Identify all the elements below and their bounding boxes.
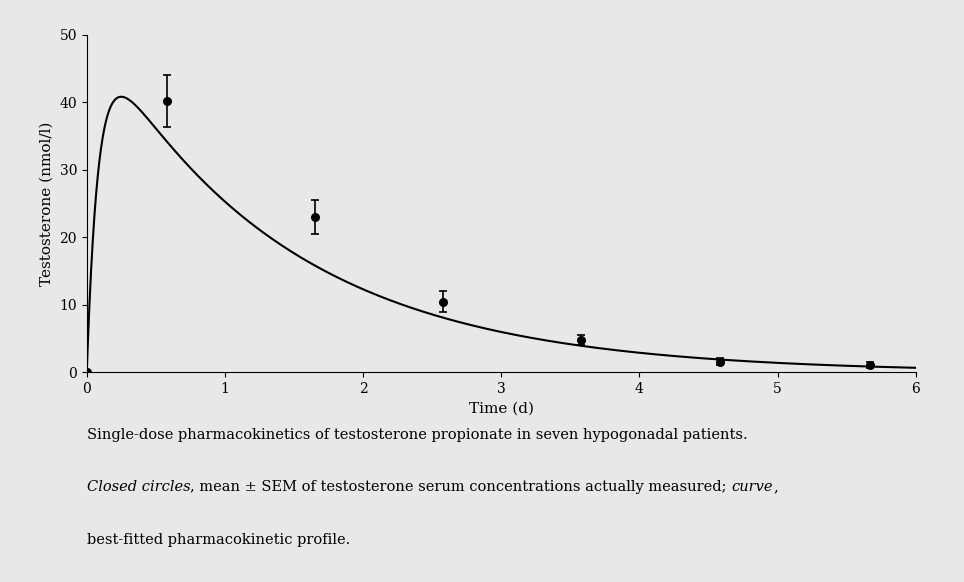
Text: curve: curve — [732, 480, 773, 494]
Text: ,: , — [773, 480, 778, 494]
Text: Single-dose pharmacokinetics of testosterone propionate in seven hypogonadal pat: Single-dose pharmacokinetics of testoste… — [87, 428, 747, 442]
Y-axis label: Testosterone (nmol/l): Testosterone (nmol/l) — [40, 122, 54, 286]
X-axis label: Time (d): Time (d) — [469, 402, 534, 416]
Text: best-fitted pharmacokinetic profile.: best-fitted pharmacokinetic profile. — [87, 533, 350, 546]
Text: Closed circles: Closed circles — [87, 480, 190, 494]
Text: , mean ± SEM of testosterone serum concentrations actually measured;: , mean ± SEM of testosterone serum conce… — [190, 480, 732, 494]
